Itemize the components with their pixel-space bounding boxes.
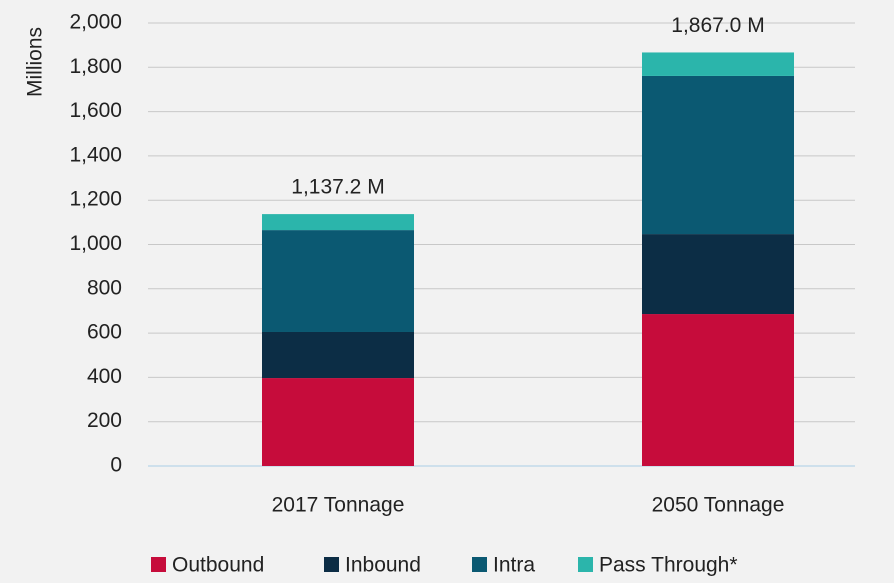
y-tick-label: 2,000 <box>69 11 122 34</box>
bar-segment <box>262 331 414 379</box>
legend-swatch <box>151 557 166 572</box>
legend-swatch <box>324 557 339 572</box>
y-axis-label: Millions <box>24 27 47 97</box>
x-tick-label: 2017 Tonnage <box>272 494 405 517</box>
legend-label: Inbound <box>345 554 421 577</box>
bar-segment <box>262 378 414 466</box>
y-tick-label: 1,400 <box>69 143 122 166</box>
total-label: 1,867.0 M <box>671 14 764 37</box>
bar-segment <box>642 234 794 315</box>
y-tick-label: 800 <box>87 276 122 299</box>
y-tick-label: 1,600 <box>69 99 122 122</box>
y-tick-label: 0 <box>110 454 122 477</box>
legend-swatch <box>472 557 487 572</box>
y-tick-label: 1,000 <box>69 232 122 255</box>
legend-label: Intra <box>493 554 535 577</box>
y-tick-label: 200 <box>87 409 122 432</box>
x-tick-label: 2050 Tonnage <box>652 494 785 517</box>
legend-label: Outbound <box>172 554 264 577</box>
legend-swatch <box>578 557 593 572</box>
y-tick-label: 1,200 <box>69 188 122 211</box>
bar-segment <box>642 52 794 76</box>
bar-segment <box>642 75 794 235</box>
y-tick-label: 400 <box>87 365 122 388</box>
bar-segment <box>262 214 414 231</box>
bar-segment <box>262 230 414 332</box>
legend-label: Pass Through* <box>599 554 738 577</box>
bar-segment <box>642 314 794 466</box>
total-label: 1,137.2 M <box>291 176 384 199</box>
y-tick-label: 600 <box>87 321 122 344</box>
y-tick-label: 1,800 <box>69 55 122 78</box>
